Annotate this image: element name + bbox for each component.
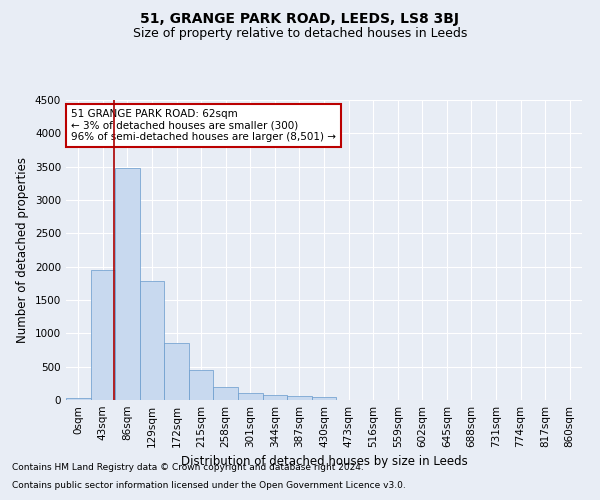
Bar <box>140 280 164 400</box>
Bar <box>214 386 238 400</box>
Bar <box>115 168 140 400</box>
Text: Contains HM Land Registry data © Crown copyright and database right 2024.: Contains HM Land Registry data © Crown c… <box>12 464 364 472</box>
Bar <box>91 270 115 400</box>
Text: 51, GRANGE PARK ROAD, LEEDS, LS8 3BJ: 51, GRANGE PARK ROAD, LEEDS, LS8 3BJ <box>140 12 460 26</box>
Bar <box>189 370 214 400</box>
X-axis label: Distribution of detached houses by size in Leeds: Distribution of detached houses by size … <box>181 456 467 468</box>
Bar <box>238 394 263 400</box>
Text: 51 GRANGE PARK ROAD: 62sqm
← 3% of detached houses are smaller (300)
96% of semi: 51 GRANGE PARK ROAD: 62sqm ← 3% of detac… <box>71 109 336 142</box>
Bar <box>263 395 287 400</box>
Bar <box>66 398 91 400</box>
Bar <box>287 396 312 400</box>
Y-axis label: Number of detached properties: Number of detached properties <box>16 157 29 343</box>
Bar <box>312 396 336 400</box>
Text: Contains public sector information licensed under the Open Government Licence v3: Contains public sector information licen… <box>12 481 406 490</box>
Bar <box>164 344 189 400</box>
Text: Size of property relative to detached houses in Leeds: Size of property relative to detached ho… <box>133 28 467 40</box>
